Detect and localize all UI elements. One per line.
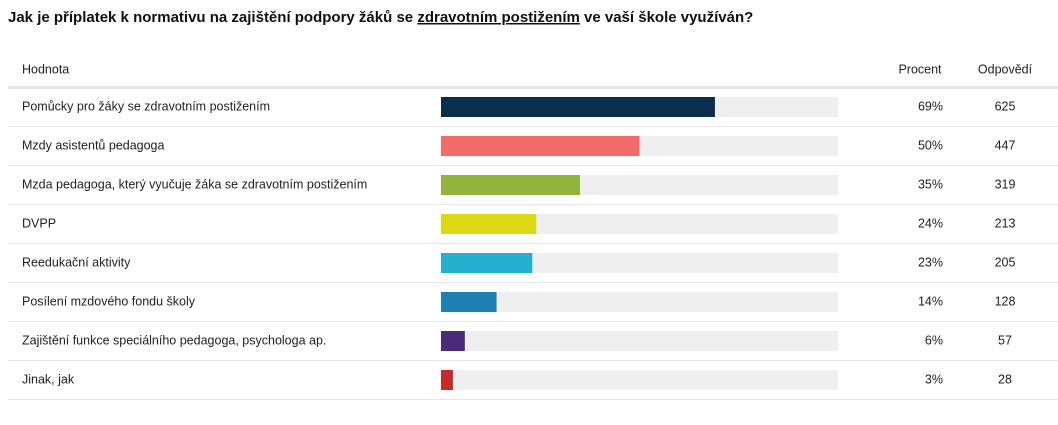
category-label: Zajištění funkce speciálního pedagoga, p… bbox=[22, 333, 326, 347]
bar bbox=[441, 214, 537, 234]
percent-label: 6% bbox=[925, 333, 943, 347]
bar-track bbox=[441, 214, 838, 234]
count-label: 128 bbox=[995, 294, 1016, 308]
bar bbox=[441, 331, 465, 351]
bar bbox=[441, 97, 715, 117]
row-separator bbox=[8, 204, 1058, 205]
bar-track bbox=[441, 370, 838, 390]
count-label: 213 bbox=[995, 216, 1016, 230]
percent-label: 50% bbox=[918, 138, 943, 152]
chart-title: Jak je příplatek k normativu na zajištěn… bbox=[8, 9, 753, 26]
bar-track bbox=[441, 292, 838, 312]
bar bbox=[441, 136, 640, 156]
row-separator bbox=[8, 243, 1058, 244]
bar bbox=[441, 370, 453, 390]
row-separator bbox=[8, 165, 1058, 166]
percent-label: 23% bbox=[918, 255, 943, 269]
percent-label: 3% bbox=[925, 372, 943, 386]
count-label: 447 bbox=[995, 138, 1016, 152]
category-label: Reedukační aktivity bbox=[22, 255, 131, 269]
percent-label: 69% bbox=[918, 99, 943, 113]
count-label: 319 bbox=[995, 177, 1016, 191]
category-label: Mzdy asistentů pedagoga bbox=[22, 138, 165, 152]
category-label: Mzda pedagoga, který vyučuje žáka se zdr… bbox=[22, 177, 367, 191]
column-header: Odpovědí bbox=[978, 62, 1033, 76]
title-part: Jak je příplatek k normativu na zajištěn… bbox=[8, 9, 417, 26]
column-header: Hodnota bbox=[22, 62, 69, 76]
row-separator bbox=[8, 321, 1058, 322]
column-header: Procent bbox=[898, 62, 942, 76]
count-label: 205 bbox=[995, 255, 1016, 269]
percent-label: 35% bbox=[918, 177, 943, 191]
category-label: Pomůcky pro žáky se zdravotním postižení… bbox=[22, 99, 270, 113]
title-part: ve vaší škole využíván? bbox=[580, 9, 753, 26]
count-label: 28 bbox=[998, 372, 1012, 386]
category-label: DVPP bbox=[22, 216, 56, 230]
category-label: Posílení mzdového fondu školy bbox=[22, 294, 196, 308]
row-separator bbox=[8, 360, 1058, 361]
row-separator bbox=[8, 126, 1058, 127]
percent-label: 24% bbox=[918, 216, 943, 230]
bar bbox=[441, 253, 533, 273]
bar-track bbox=[441, 331, 838, 351]
header-rule bbox=[8, 86, 1058, 89]
count-label: 57 bbox=[998, 333, 1012, 347]
category-label: Jinak, jak bbox=[22, 372, 75, 386]
row-separator bbox=[8, 282, 1058, 283]
count-label: 625 bbox=[995, 99, 1016, 113]
bar bbox=[441, 292, 497, 312]
title-underlined: zdravotním postižením bbox=[417, 9, 580, 26]
bar bbox=[441, 175, 580, 195]
percent-label: 14% bbox=[918, 294, 943, 308]
bar-track bbox=[441, 253, 838, 273]
row-separator bbox=[8, 399, 1058, 400]
